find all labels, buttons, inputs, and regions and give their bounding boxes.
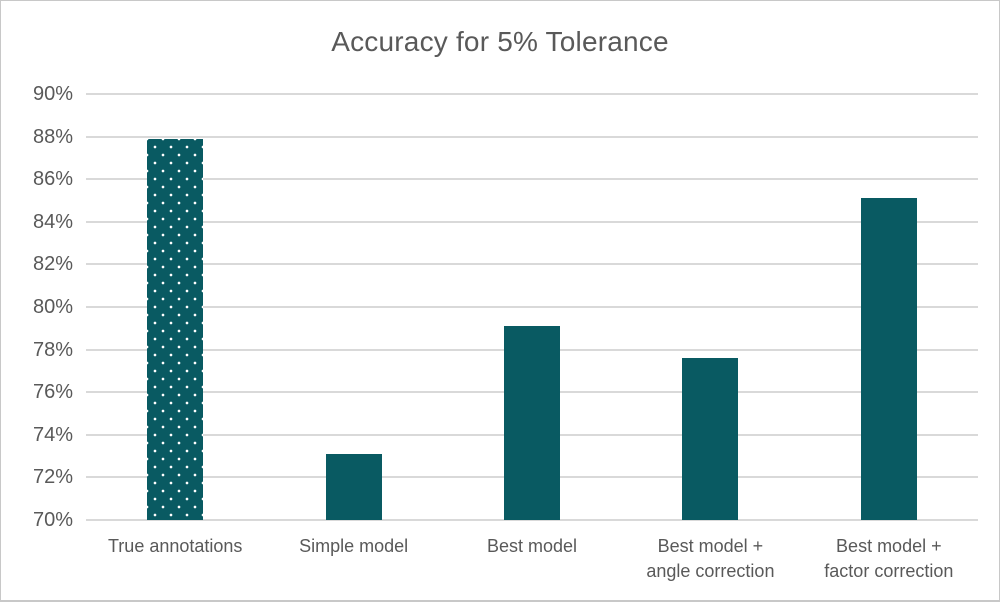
y-tick-label: 84% <box>32 210 73 233</box>
gridline <box>86 178 978 181</box>
y-tick-label: 76% <box>32 381 73 404</box>
y-tick-label: 90% <box>32 83 73 105</box>
x-category-label: Best model <box>486 536 578 556</box>
bar-slot <box>621 94 799 520</box>
y-tick-label: 78% <box>32 338 73 361</box>
plot-area <box>86 93 978 521</box>
y-tick-label: 82% <box>32 253 73 276</box>
bar-4 <box>682 358 739 520</box>
gridline <box>86 519 978 521</box>
bar-slot <box>443 94 621 520</box>
gridline <box>86 220 978 223</box>
y-tick-label: 72% <box>32 466 73 489</box>
y-tick-label: 88% <box>32 125 73 148</box>
bar-3 <box>504 326 561 520</box>
y-tick-label: 74% <box>32 423 73 446</box>
bar-1 <box>147 138 204 520</box>
gridline <box>86 306 978 308</box>
x-category-label: True annotations <box>107 536 243 556</box>
bar-5 <box>860 198 917 520</box>
gridline <box>86 93 978 95</box>
x-category-label: Simple model <box>299 536 409 556</box>
chart-title: Accuracy for 5% Tolerance <box>331 26 669 57</box>
gridline <box>86 135 978 138</box>
bar-slot <box>264 94 442 520</box>
bars <box>86 94 978 520</box>
y-tick-label: 70% <box>32 509 73 531</box>
x-category-label: Best model + factor correction <box>824 536 954 581</box>
x-category-label: Best model + angle correction <box>646 536 775 581</box>
bar-slot <box>86 94 264 520</box>
x-axis-labels: True annotations Simple model Best model Be… <box>86 520 978 584</box>
gridline <box>86 263 978 266</box>
y-axis-labels: 70% 72% 74% 76% 78% 80% 82% 84% 86% 88% 90% <box>1 84 73 530</box>
y-tick-label: 80% <box>32 296 73 318</box>
y-tick-label: 86% <box>32 168 73 191</box>
bar-2 <box>325 453 382 520</box>
bar-slot <box>800 94 978 520</box>
